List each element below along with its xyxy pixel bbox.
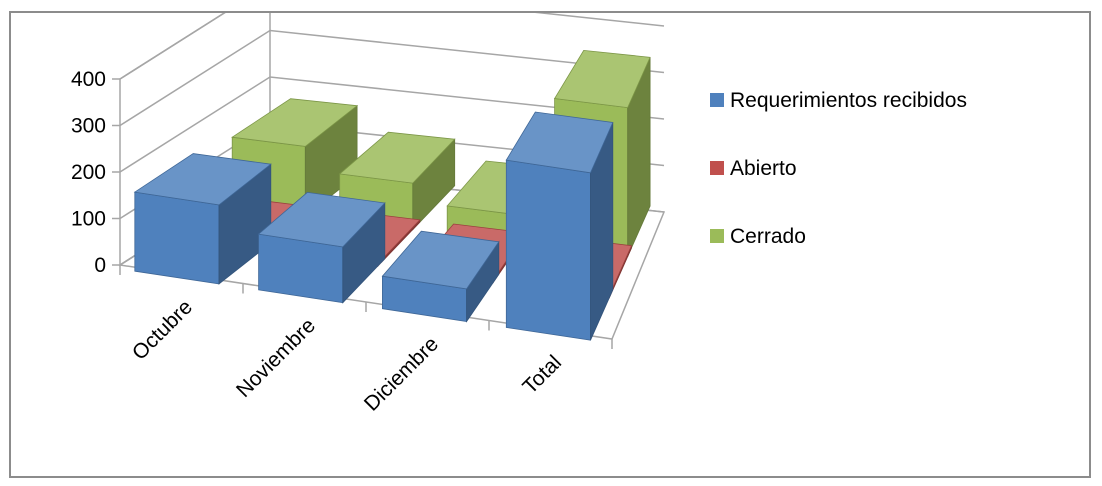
legend-item-1: Abierto xyxy=(710,157,797,180)
legend-label: Cerrado xyxy=(730,225,806,248)
bar-top-face xyxy=(505,111,614,174)
y-axis: 0 100 200 300 400 xyxy=(71,68,120,277)
legend-swatch xyxy=(710,93,724,107)
y-tick-label: 0 xyxy=(94,254,106,277)
y-tick-label: 100 xyxy=(71,208,106,231)
legend: Requerimientos recibidos Abierto Cerrado xyxy=(710,89,967,248)
legend-item-0: Requerimientos recibidos xyxy=(710,89,967,112)
gridline-400 xyxy=(119,13,665,80)
category-label: Total xyxy=(518,351,566,399)
category-label: Diciembre xyxy=(360,333,443,416)
chart-svg: 0 100 200 300 400 Octubre Noviembre Diciembre T… xyxy=(71,13,967,416)
legend-swatch xyxy=(710,161,724,175)
gridline-200 xyxy=(119,76,665,173)
bar-top-face xyxy=(257,191,386,248)
y-tick-label: 200 xyxy=(71,161,106,184)
y-tick-label: 300 xyxy=(71,115,106,138)
legend-label: Abierto xyxy=(730,157,797,180)
bar-0-1 xyxy=(257,191,386,304)
legend-label: Requerimientos recibidos xyxy=(730,89,967,112)
bar-top-face xyxy=(553,49,651,109)
bar-top-face xyxy=(381,230,500,290)
bar-top-face xyxy=(338,131,456,184)
bar-0-0 xyxy=(133,153,272,285)
bar-top-face xyxy=(133,153,272,206)
bar-0-3 xyxy=(505,111,614,341)
bar-front-face xyxy=(134,191,220,285)
y-tick-label: 400 xyxy=(71,68,106,91)
chart-frame: 0 100 200 300 400 Octubre Noviembre Diciembre T… xyxy=(9,11,1091,478)
category-label: Octubre xyxy=(128,296,197,365)
legend-swatch xyxy=(710,229,724,243)
legend-item-2: Cerrado xyxy=(710,225,806,248)
bar-0-2 xyxy=(381,230,500,323)
bar-top-face xyxy=(231,98,359,147)
bar-front-face xyxy=(505,159,591,341)
bars-layer xyxy=(133,49,651,341)
category-label: Noviembre xyxy=(232,314,320,402)
gridline-300 xyxy=(119,29,665,127)
